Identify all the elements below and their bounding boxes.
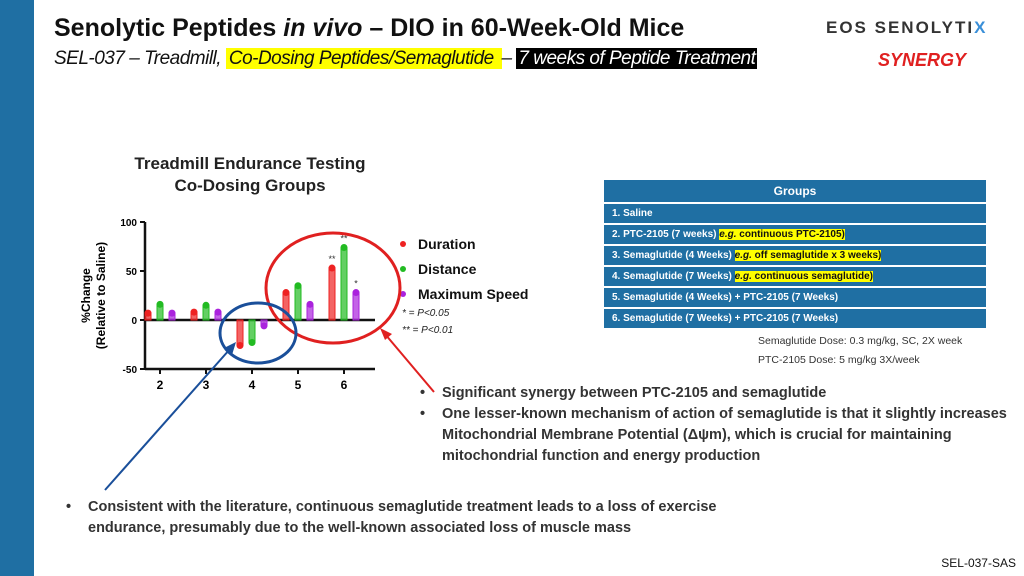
synergy-tag: SYNERGY [878, 50, 967, 70]
group-note-eg: e.g. [719, 229, 737, 240]
y-axis-label-line1: %Change [79, 268, 93, 323]
bullet-item: Consistent with the literature, continuo… [66, 497, 786, 539]
data-point [144, 309, 152, 317]
y-tick-label: 50 [126, 267, 138, 278]
slide-title: Senolytic Peptides in vivo – DIO in 60-W… [54, 14, 684, 43]
significance-label: * [354, 279, 358, 289]
legend-dot-icon [400, 266, 406, 272]
data-point [236, 341, 244, 349]
group-row: 3. Semaglutide (4 Weeks) e.g. off semagl… [604, 246, 986, 265]
bar-duration [236, 319, 244, 346]
ptc-dose: PTC-2105 Dose: 5 mg/kg 3X/week [758, 354, 920, 366]
data-point [214, 308, 222, 316]
group-row: 2. PTC-2105 (7 weeks) e.g. continuous PT… [604, 225, 986, 244]
data-point [352, 289, 360, 297]
legend-item-distance: Distance [400, 261, 476, 277]
y-tick-label: 100 [120, 218, 137, 229]
data-point [294, 282, 302, 290]
legend-label: Maximum Speed [418, 286, 529, 302]
chart-title: Treadmill Endurance Testing Co-Dosing Gro… [100, 153, 400, 197]
group-note-eg: e.g. [734, 250, 752, 261]
title-text-2: – DIO in 60-Week-Old Mice [362, 14, 685, 42]
slide-subtitle: SEL-037 – Treadmill, Co-Dosing Peptides/… [54, 48, 758, 70]
logo-text: EOS SENOLYTI [826, 18, 975, 37]
legend-dot-icon [400, 241, 406, 247]
chart-title-line1: Treadmill Endurance Testing [134, 154, 366, 173]
legend-item-max-speed: Maximum Speed [400, 286, 528, 302]
x-tick-label: 6 [341, 378, 348, 392]
group-note: continuous PTC-2105) [736, 229, 845, 240]
group-label: 4. Semaglutide (7 Weeks) [612, 271, 735, 282]
group-note: continuous semaglutide) [751, 271, 873, 282]
title-italic: in vivo [283, 14, 363, 42]
group-note: off semaglutide x 3 weeks) [751, 250, 882, 261]
bullet-item: Significant synergy between PTC-2105 and… [420, 383, 1020, 404]
data-point [190, 308, 198, 316]
data-point [260, 322, 268, 330]
significance-label: ** [328, 254, 336, 264]
data-point [282, 289, 290, 297]
group-note-highlight: e.g. continuous PTC-2105) [719, 229, 845, 240]
y-tick-label: -50 [123, 365, 138, 376]
legend-dot-icon [400, 291, 406, 297]
groups-table: Groups 1. Saline 2. PTC-2105 (7 weeks) e.… [604, 180, 986, 330]
groups-header: Groups [604, 180, 986, 202]
subtitle-dash: – [501, 48, 517, 69]
bar-distance [340, 246, 348, 321]
slide-footer-code: SEL-037-SAS [941, 556, 1016, 570]
left-accent-bar [0, 0, 34, 576]
y-axis-label-line2: (Relative to Saline) [94, 242, 108, 349]
group-label: 2. PTC-2105 (7 weeks) [612, 229, 720, 240]
data-point [340, 243, 348, 251]
x-tick-label: 4 [249, 378, 256, 392]
bullet-item: One lesser-known mechanism of action of … [420, 404, 1020, 467]
title-text: Senolytic Peptides [54, 14, 284, 42]
group-row: 4. Semaglutide (7 Weeks) e.g. continuous… [604, 267, 986, 286]
subtitle-black-box: 7 weeks of Peptide Treatment [516, 48, 758, 69]
data-point [306, 300, 314, 308]
data-point [328, 264, 336, 272]
group-label: 1. Saline [612, 208, 653, 219]
legend-item-duration: Duration [400, 236, 476, 252]
group-note-highlight: e.g. off semaglutide x 3 weeks) [734, 250, 882, 261]
bar-duration [328, 267, 336, 321]
group-label: 6. Semaglutide (7 Weeks) + PTC-2105 (7 W… [612, 313, 839, 324]
group-row: 6. Semaglutide (7 Weeks) + PTC-2105 (7 W… [604, 309, 986, 328]
x-tick-label: 2 [157, 378, 164, 392]
right-bullets: Significant synergy between PTC-2105 and… [420, 383, 1020, 467]
logo-infinity-mark: X [974, 18, 988, 37]
company-logo: EOS SENOLYTIX [826, 18, 987, 38]
data-point [168, 309, 176, 317]
footnote-p05: * = P<0.05 [402, 308, 450, 319]
data-point [248, 339, 256, 347]
y-tick-label: 0 [131, 316, 137, 327]
group-label: 3. Semaglutide (4 Weeks) [612, 250, 735, 261]
footnote-p01: ** = P<0.01 [402, 325, 454, 336]
legend-label: Distance [418, 261, 477, 277]
bottom-bullets: Consistent with the literature, continuo… [66, 497, 786, 539]
data-point [202, 301, 210, 309]
semaglutide-dose: Semaglutide Dose: 0.3 mg/kg, SC, 2X week [758, 335, 963, 347]
bar-maximum-speed [352, 292, 360, 321]
significance-label: ** [340, 233, 348, 243]
subtitle-highlight: Co-Dosing Peptides/Semaglutide [225, 48, 502, 69]
group-label: 5. Semaglutide (4 Weeks) + PTC-2105 (7 W… [612, 292, 839, 303]
bar-chart: 100 50 0 -50 %Change (Relative to Saline) 2 3 4 5… [79, 218, 375, 392]
x-tick-label: 5 [295, 378, 302, 392]
group-note-eg: e.g. [734, 271, 752, 282]
group-row: 1. Saline [604, 204, 986, 223]
group-note-highlight: e.g. continuous semaglutide) [734, 271, 873, 282]
bar-distance [294, 285, 302, 321]
legend-label: Duration [418, 236, 476, 252]
subtitle-text: SEL-037 – Treadmill, [54, 48, 226, 69]
data-point [156, 300, 164, 308]
bar-duration [282, 292, 290, 321]
group-row: 5. Semaglutide (4 Weeks) + PTC-2105 (7 W… [604, 288, 986, 307]
chart-title-line2: Co-Dosing Groups [174, 176, 326, 195]
x-tick-label: 3 [203, 378, 210, 392]
